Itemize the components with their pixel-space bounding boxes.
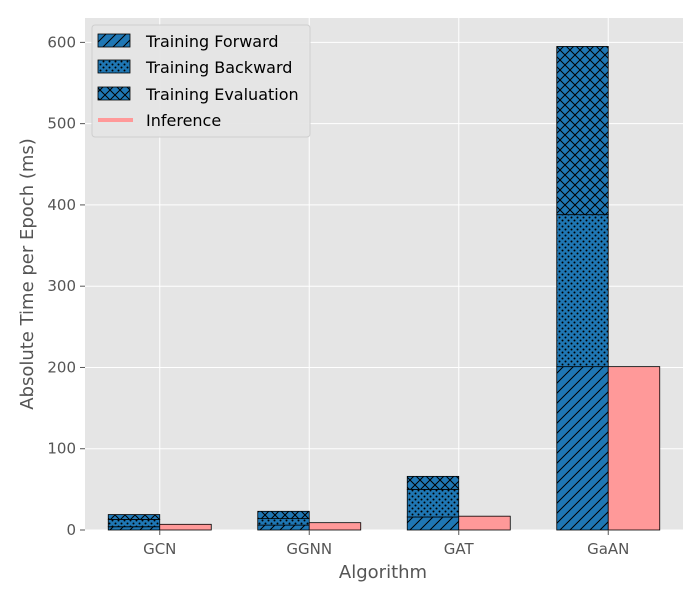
legend-label-training-backward: Training Backward [145, 58, 292, 77]
legend-label-training-evaluation: Training Evaluation [145, 85, 299, 104]
bar-inference-gat [458, 515, 511, 531]
legend-label-training-forward: Training Forward [145, 32, 279, 51]
x-tick-label-gat: GAT [444, 540, 475, 558]
y-tick-label-0: 0 [66, 521, 76, 539]
y-tick-label-200: 200 [47, 358, 76, 376]
bar-training-backward-ggnn [257, 518, 310, 526]
bar-training-backward-gaan [556, 214, 609, 368]
y-axis-title: Absolute Time per Epoch (ms) [17, 138, 38, 410]
y-tick-label-300: 300 [47, 277, 76, 295]
legend-label-inference: Inference [146, 111, 221, 130]
y-tick-label-400: 400 [47, 196, 76, 214]
bar-training-evaluation-ggnn [257, 510, 310, 520]
legend: Training Forward Training Backward Train… [91, 24, 311, 138]
bar-training-forward-gaan [556, 366, 609, 531]
legend-swatch-training-backward [97, 59, 131, 74]
bar-training-forward-ggnn [257, 524, 310, 531]
y-tick-label-100: 100 [47, 440, 76, 458]
bars [107, 46, 661, 531]
bar-training-backward-gat [406, 488, 460, 518]
bar-training-evaluation-gat [406, 475, 460, 490]
x-axis-ticks: GCN GGNN GAT GaAN [143, 530, 629, 558]
bar-training-evaluation-gaan [556, 46, 609, 216]
legend-box [91, 24, 311, 138]
bar-training-backward-gcn [107, 519, 161, 528]
bar-training-evaluation-gcn [107, 514, 161, 520]
bar-training-forward-gat [406, 516, 460, 531]
y-axis-ticks: 0 100 200 300 400 500 600 [47, 33, 85, 539]
bar-training-forward-gcn [107, 526, 161, 531]
x-tick-label-gcn: GCN [143, 540, 176, 558]
y-tick-label-600: 600 [47, 33, 76, 51]
bar-inference-gaan [607, 366, 661, 531]
y-tick-label-500: 500 [47, 115, 76, 133]
bar-inference-gcn [159, 523, 212, 531]
x-tick-label-gaan: GaAN [587, 540, 629, 558]
legend-swatch-training-forward [97, 33, 131, 48]
bar-inference-ggnn [308, 522, 362, 531]
legend-swatch-training-evaluation [97, 86, 131, 101]
x-tick-label-ggnn: GGNN [286, 540, 332, 558]
x-axis-title: Algorithm [339, 562, 427, 583]
